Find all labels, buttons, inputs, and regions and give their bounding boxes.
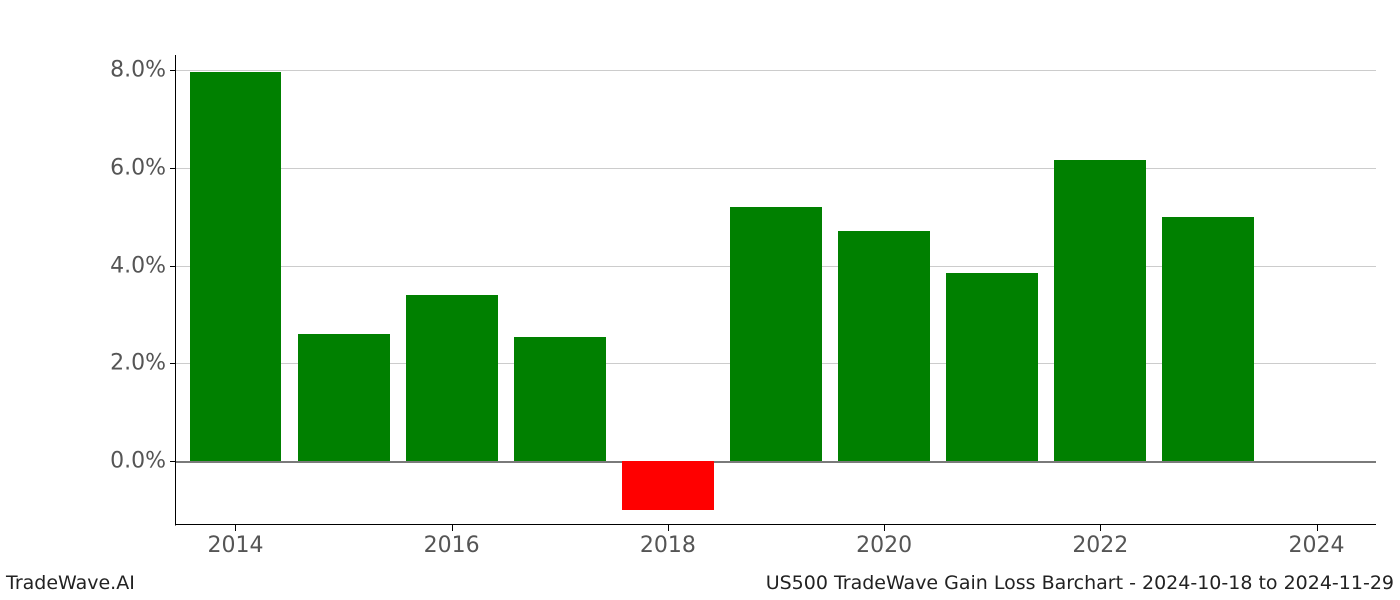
y-tick-label: 8.0% (110, 57, 176, 82)
zero-line (176, 461, 1376, 463)
bar-2014 (190, 72, 282, 461)
gridline (176, 168, 1376, 169)
barchart-container: 0.0% 2.0% 4.0% 6.0% 8.0% 2014 2016 2018 2020 2022… (0, 0, 1400, 600)
y-tick-label: 4.0% (110, 253, 176, 278)
bar-2023 (1162, 217, 1254, 462)
x-tick-label: 2020 (856, 525, 912, 558)
x-tick-label: 2016 (424, 525, 480, 558)
bar-2015 (298, 334, 390, 461)
x-axis-line (176, 524, 1376, 526)
x-tick-label: 2014 (207, 525, 263, 558)
watermark-left: TradeWave.AI (6, 572, 135, 594)
caption-right: US500 TradeWave Gain Loss Barchart - 202… (766, 572, 1394, 594)
gridline (176, 70, 1376, 71)
bar-2016 (406, 295, 498, 461)
y-tick-label: 0.0% (110, 449, 176, 474)
bar-2020 (838, 231, 930, 461)
x-tick-label: 2018 (640, 525, 696, 558)
bar-2018 (622, 461, 714, 510)
bar-2017 (514, 337, 606, 462)
bar-2019 (730, 207, 822, 462)
bar-2022 (1054, 160, 1146, 461)
x-tick-label: 2022 (1072, 525, 1128, 558)
bar-2021 (946, 273, 1038, 461)
y-tick-label: 6.0% (110, 155, 176, 180)
x-tick-label: 2024 (1289, 525, 1345, 558)
plot-area: 0.0%2.0%4.0%6.0%8.0%20142016201820202022… (175, 55, 1376, 526)
y-tick-label: 2.0% (110, 351, 176, 376)
